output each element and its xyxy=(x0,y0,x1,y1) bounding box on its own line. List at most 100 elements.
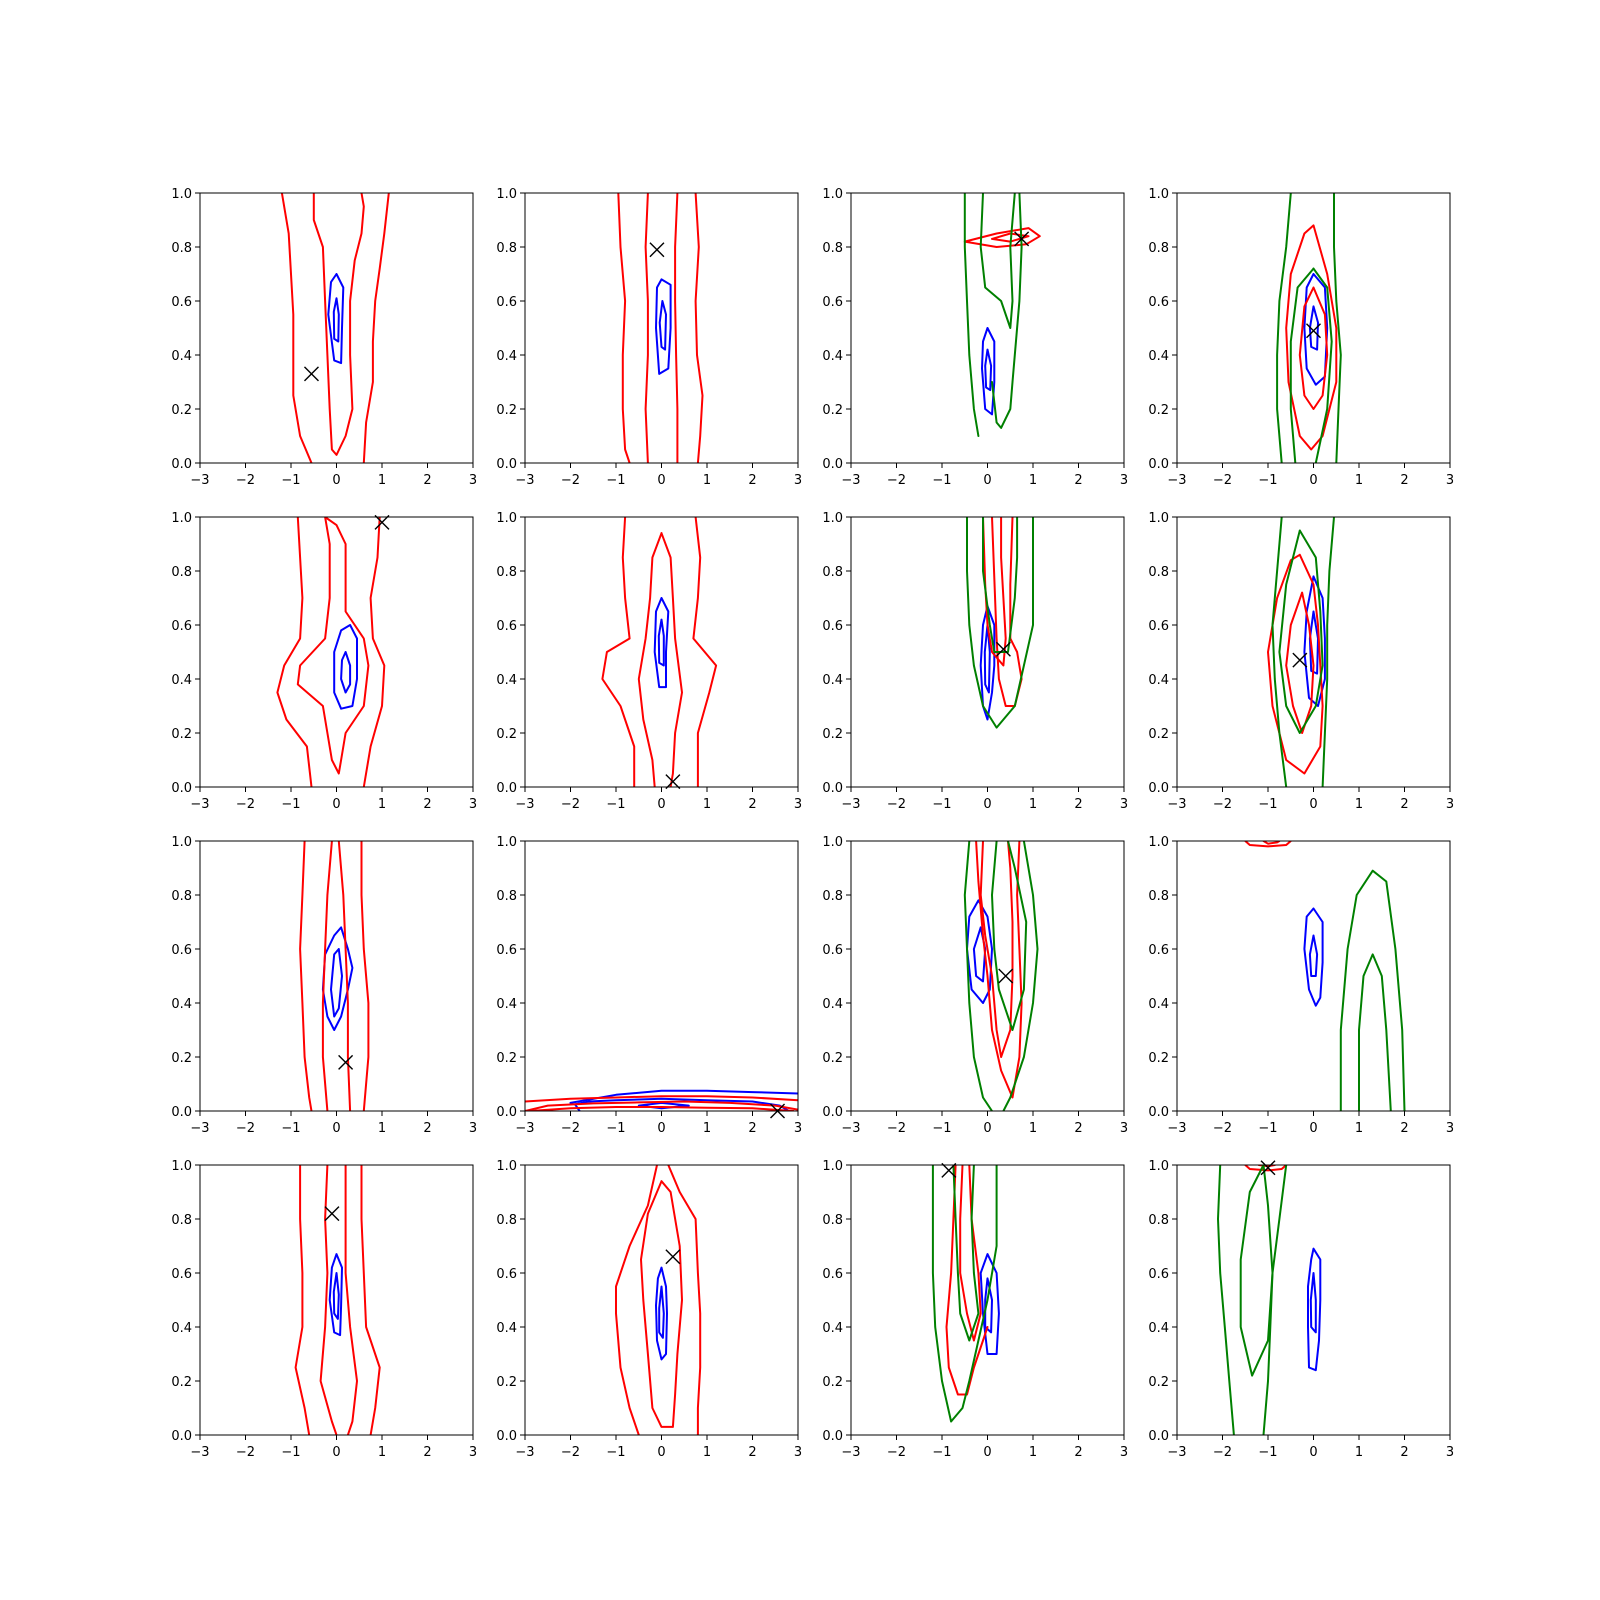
x-tick-label-r3c4-5: 2 xyxy=(1400,1121,1408,1136)
contour-green-r1c3-6 xyxy=(979,193,1016,329)
plot-area-r4c1 xyxy=(294,1165,381,1435)
contour-blue-r3c2-0 xyxy=(569,1089,798,1104)
y-tick-label-r4c2-1: 0.2 xyxy=(496,1375,517,1390)
y-tick-label-r4c3-4: 0.8 xyxy=(822,1213,843,1228)
contour-red-r2c2-3 xyxy=(692,517,718,787)
x-tick-label-r1c3-3: 0 xyxy=(983,473,991,488)
plot-area-r4c2 xyxy=(615,1165,702,1435)
y-tick-label-r1c3-1: 0.2 xyxy=(822,403,843,418)
x-tick-label-r1c2-2: −1 xyxy=(606,473,625,488)
marker-x-r4c4 xyxy=(1260,1160,1276,1176)
contour-blue-r3c4-0 xyxy=(1303,907,1324,1007)
x-tick-label-r4c2-0: −3 xyxy=(515,1445,534,1460)
y-tick-label-r4c3-1: 0.2 xyxy=(822,1375,843,1390)
marker-x-r4c2 xyxy=(665,1249,681,1265)
x-tick-label-r3c2-5: 2 xyxy=(748,1121,756,1136)
y-tick-label-r2c3-2: 0.4 xyxy=(822,673,843,688)
x-tick-label-r4c3-2: −1 xyxy=(932,1445,951,1460)
axes-frame-r4c2 xyxy=(524,1164,799,1436)
plot-area-r2c1 xyxy=(276,517,386,787)
x-tick-label-r2c3-5: 2 xyxy=(1074,797,1082,812)
y-tick-label-r4c1-4: 0.8 xyxy=(171,1213,192,1228)
x-tick-label-r2c4-4: 1 xyxy=(1355,797,1363,812)
plot-area-r2c4 xyxy=(1267,517,1335,787)
axes-frame-r2c4 xyxy=(1176,516,1451,788)
plot-area-r4c3 xyxy=(931,1165,1000,1423)
plot-area-r1c4 xyxy=(1276,193,1342,463)
x-tick-label-r2c3-1: −2 xyxy=(887,797,906,812)
contour-green-r2c4-5 xyxy=(1321,517,1335,787)
x-tick-label-r4c1-1: −2 xyxy=(236,1445,255,1460)
contour-green-r2c3-4 xyxy=(966,517,1034,729)
plot-area-r1c2 xyxy=(617,193,704,463)
y-tick-label-r2c3-3: 0.6 xyxy=(822,619,843,634)
x-tick-label-r2c1-6: 3 xyxy=(469,797,477,812)
x-tick-label-r4c1-3: 0 xyxy=(332,1445,340,1460)
contour-red-r2c4-3 xyxy=(1285,591,1315,734)
x-tick-label-r1c4-4: 1 xyxy=(1355,473,1363,488)
subplot-r3c3: −3 −2 −1 0 1 2 3 0.0 0.2 0.4 0.6 0.8 1.0 xyxy=(822,835,1128,1136)
contour-green-r1c4-5 xyxy=(1333,193,1342,463)
y-tick-label-r4c4-0: 0.0 xyxy=(1148,1429,1169,1444)
subplot-r1c3: −3 −2 −1 0 1 2 3 0.0 0.2 0.4 0.6 0.8 1.0 xyxy=(822,187,1128,488)
x-tick-label-r2c3-2: −1 xyxy=(932,797,951,812)
contour-green-r3c3-5 xyxy=(1002,841,1039,1111)
y-tick-label-r1c1-0: 0.0 xyxy=(171,457,192,472)
contour-red-r3c2-4 xyxy=(525,1100,798,1111)
y-tick-label-r2c4-0: 0.0 xyxy=(1148,781,1169,796)
subplot-r2c4: −3 −2 −1 0 1 2 3 0.0 0.2 0.4 0.6 0.8 1.0 xyxy=(1148,511,1454,812)
contour-red-r1c2-3 xyxy=(694,193,704,463)
contour-red-r4c4-2 xyxy=(1244,1165,1288,1172)
contour-green-r3c4-5 xyxy=(1358,953,1392,1111)
x-tick-label-r2c4-1: −2 xyxy=(1213,797,1232,812)
x-tick-label-r4c1-0: −3 xyxy=(190,1445,209,1460)
y-tick-label-r3c1-3: 0.6 xyxy=(171,943,192,958)
contour-blue-r3c4-1 xyxy=(1308,934,1319,977)
x-tick-label-r1c1-0: −3 xyxy=(190,473,209,488)
marker-x-r2c3 xyxy=(995,641,1011,657)
contour-green-r4c4-4 xyxy=(1217,1165,1235,1435)
x-tick-label-r1c4-6: 3 xyxy=(1446,473,1454,488)
y-tick-label-r4c2-3: 0.6 xyxy=(496,1267,517,1282)
y-tick-label-r2c4-1: 0.2 xyxy=(1148,727,1169,742)
x-tick-label-r4c3-5: 2 xyxy=(1074,1445,1082,1460)
y-tick-label-r4c1-0: 0.0 xyxy=(171,1429,192,1444)
x-tick-label-r1c1-1: −2 xyxy=(236,473,255,488)
contour-blue-r4c1-0 xyxy=(328,1253,343,1337)
contour-blue-r2c3-0 xyxy=(979,605,996,721)
axes-frame-r1c4 xyxy=(1176,192,1451,464)
contour-red-r4c1-2 xyxy=(294,1165,311,1435)
y-tick-label-r4c2-2: 0.4 xyxy=(496,1321,517,1336)
x-tick-label-r2c1-4: 1 xyxy=(378,797,386,812)
contour-red-r4c3-3 xyxy=(959,1165,982,1342)
contour-red-r3c4-2 xyxy=(1244,841,1292,848)
x-tick-label-r4c2-6: 3 xyxy=(794,1445,802,1460)
marker-x-r1c3 xyxy=(1014,231,1030,247)
contour-red-r1c2-4 xyxy=(644,193,649,463)
x-tick-label-r2c2-0: −3 xyxy=(515,797,534,812)
x-tick-label-r2c1-2: −1 xyxy=(281,797,300,812)
contour-red-r2c2-5 xyxy=(637,532,663,787)
y-tick-label-r1c4-2: 0.4 xyxy=(1148,349,1169,364)
y-tick-label-r4c3-0: 0.0 xyxy=(822,1429,843,1444)
subplot-r4c4: −3 −2 −1 0 1 2 3 0.0 0.2 0.4 0.6 0.8 1.0 xyxy=(1148,1159,1454,1460)
contour-red-r1c2-2 xyxy=(617,193,631,463)
contour-blue-r2c2-0 xyxy=(653,597,670,689)
contour-red-r2c1-2 xyxy=(276,517,313,787)
x-tick-label-r1c1-5: 2 xyxy=(423,473,431,488)
y-tick-label-r2c3-4: 0.8 xyxy=(822,565,843,580)
x-tick-label-r4c4-2: −1 xyxy=(1258,1445,1277,1460)
contour-blue-r4c2-1 xyxy=(658,1285,665,1339)
x-tick-label-r1c3-1: −2 xyxy=(887,473,906,488)
y-tick-label-r2c2-5: 1.0 xyxy=(496,511,517,526)
y-tick-label-r2c3-5: 1.0 xyxy=(822,511,843,526)
contour-red-r1c1-3 xyxy=(362,193,390,463)
plot-area-r3c4 xyxy=(1244,841,1406,1111)
y-tick-label-r4c4-1: 0.2 xyxy=(1148,1375,1169,1390)
subplot-r4c2: −3 −2 −1 0 1 2 3 0.0 0.2 0.4 0.6 0.8 1.0 xyxy=(496,1159,802,1460)
contour-red-r1c3-2 xyxy=(963,227,1041,248)
contour-red-r4c1-4 xyxy=(319,1165,338,1435)
y-tick-label-r1c4-5: 1.0 xyxy=(1148,187,1169,202)
subplot-r1c1: −3 −2 −1 0 1 2 3 0.0 0.2 0.4 0.6 0.8 1.0 xyxy=(171,187,477,488)
contour-red-r4c2-4 xyxy=(640,1180,683,1428)
